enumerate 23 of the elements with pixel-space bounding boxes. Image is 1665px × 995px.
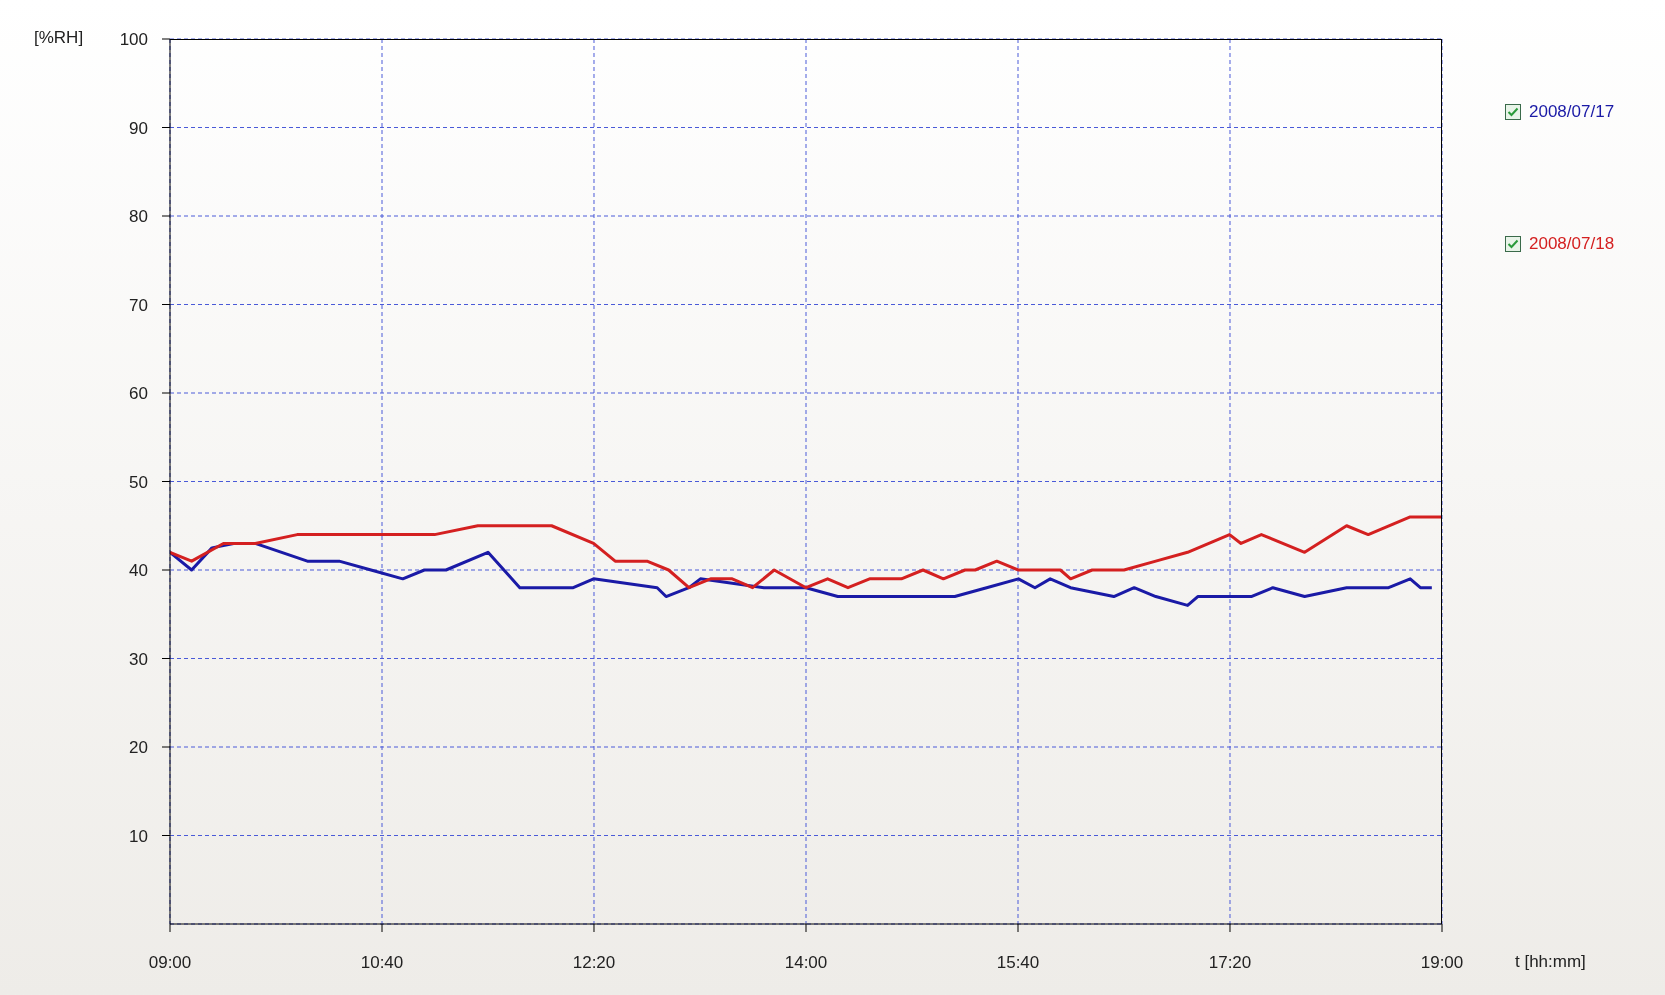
y-tick-label: 10: [129, 826, 148, 846]
x-tick-label: 17:20: [1208, 953, 1252, 973]
y-tick-label: 80: [129, 207, 148, 227]
x-tick-label: 15:40: [996, 953, 1040, 973]
line-series: [170, 515, 1442, 590]
y-tick-label: 40: [129, 561, 148, 581]
y-tick-label: 60: [129, 384, 148, 404]
x-tick-label: 09:00: [148, 953, 192, 973]
x-tick-label: 10:40: [360, 953, 404, 973]
text: 2008/07/17: [1529, 102, 1615, 122]
x-axis-title: t [hh:mm]: [1515, 952, 1586, 972]
x-tick-label: 14:00: [784, 953, 828, 973]
x-tick-label: 19:00: [1420, 953, 1464, 973]
y-tick-label: 70: [129, 295, 148, 315]
text: 2008/07/18: [1529, 234, 1615, 254]
y-tick-label: 50: [129, 472, 148, 492]
line-series: [170, 541, 1434, 607]
y-tick-label: 90: [129, 118, 148, 138]
y-tick-label: 100: [119, 30, 148, 50]
y-axis-title: [%RH]: [34, 28, 84, 48]
y-tick-label: 30: [129, 649, 148, 669]
y-tick-label: 20: [129, 738, 148, 758]
x-tick-label: 12:20: [572, 953, 616, 973]
